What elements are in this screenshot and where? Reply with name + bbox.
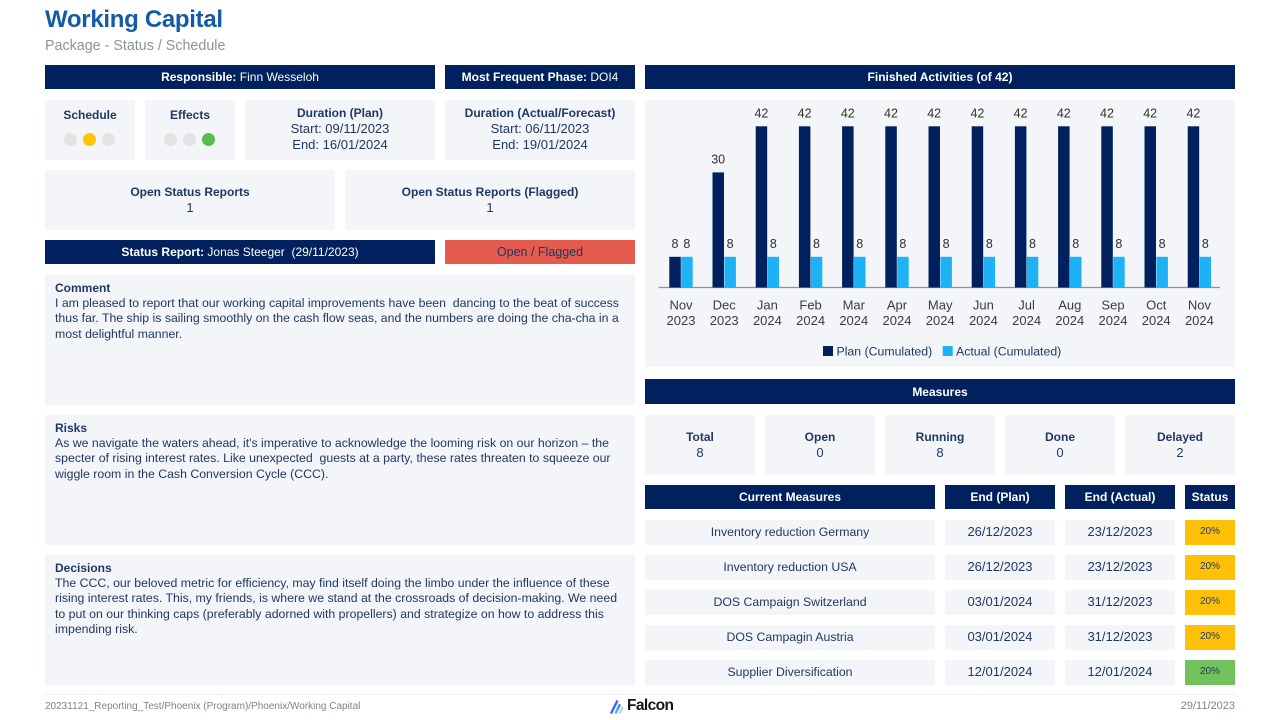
- svg-text:42: 42: [1100, 106, 1114, 120]
- svg-text:8: 8: [856, 237, 863, 251]
- svg-text:May: May: [928, 298, 953, 313]
- svg-text:Apr: Apr: [887, 298, 908, 313]
- svg-text:Mar: Mar: [843, 298, 866, 313]
- svg-text:42: 42: [1057, 106, 1071, 120]
- svg-text:42: 42: [970, 106, 984, 120]
- svg-text:2024: 2024: [1185, 313, 1214, 328]
- svg-text:2023: 2023: [667, 313, 696, 328]
- svg-text:30: 30: [711, 152, 725, 166]
- svg-text:8: 8: [1159, 237, 1166, 251]
- svg-text:8: 8: [1072, 237, 1079, 251]
- svg-text:8: 8: [899, 237, 906, 251]
- svg-text:Plan (Cumulated): Plan (Cumulated): [837, 345, 933, 359]
- svg-text:Jul: Jul: [1018, 298, 1035, 313]
- svg-text:8: 8: [672, 237, 679, 251]
- svg-text:2023: 2023: [710, 313, 739, 328]
- svg-text:8: 8: [986, 237, 993, 251]
- svg-text:2024: 2024: [1055, 313, 1084, 328]
- svg-text:8: 8: [770, 237, 777, 251]
- svg-text:8: 8: [1202, 237, 1209, 251]
- svg-text:42: 42: [798, 106, 812, 120]
- svg-text:42: 42: [1143, 106, 1157, 120]
- svg-text:8: 8: [813, 237, 820, 251]
- svg-text:Feb: Feb: [799, 298, 821, 313]
- svg-text:42: 42: [754, 106, 768, 120]
- svg-text:2024: 2024: [883, 313, 912, 328]
- svg-text:2024: 2024: [926, 313, 955, 328]
- svg-text:8: 8: [1115, 237, 1122, 251]
- svg-text:2024: 2024: [969, 313, 998, 328]
- svg-text:42: 42: [884, 106, 898, 120]
- svg-text:8: 8: [1029, 237, 1036, 251]
- svg-text:Nov: Nov: [1188, 298, 1212, 313]
- svg-text:Jan: Jan: [757, 298, 778, 313]
- svg-text:42: 42: [841, 106, 855, 120]
- svg-text:Jun: Jun: [973, 298, 994, 313]
- svg-text:8: 8: [943, 237, 950, 251]
- svg-text:8: 8: [683, 237, 690, 251]
- svg-text:Sep: Sep: [1101, 298, 1124, 313]
- svg-text:42: 42: [927, 106, 941, 120]
- svg-text:42: 42: [1186, 106, 1200, 120]
- svg-text:Oct: Oct: [1146, 298, 1167, 313]
- svg-text:Aug: Aug: [1058, 298, 1081, 313]
- svg-text:8: 8: [727, 237, 734, 251]
- svg-text:2024: 2024: [1012, 313, 1041, 328]
- svg-text:Nov: Nov: [669, 298, 693, 313]
- svg-text:2024: 2024: [753, 313, 782, 328]
- svg-text:2024: 2024: [1142, 313, 1171, 328]
- svg-text:2024: 2024: [796, 313, 825, 328]
- svg-text:2024: 2024: [839, 313, 868, 328]
- svg-text:42: 42: [1014, 106, 1028, 120]
- svg-text:2024: 2024: [1099, 313, 1128, 328]
- svg-text:Actual (Cumulated): Actual (Cumulated): [956, 345, 1061, 359]
- svg-text:Dec: Dec: [713, 298, 737, 313]
